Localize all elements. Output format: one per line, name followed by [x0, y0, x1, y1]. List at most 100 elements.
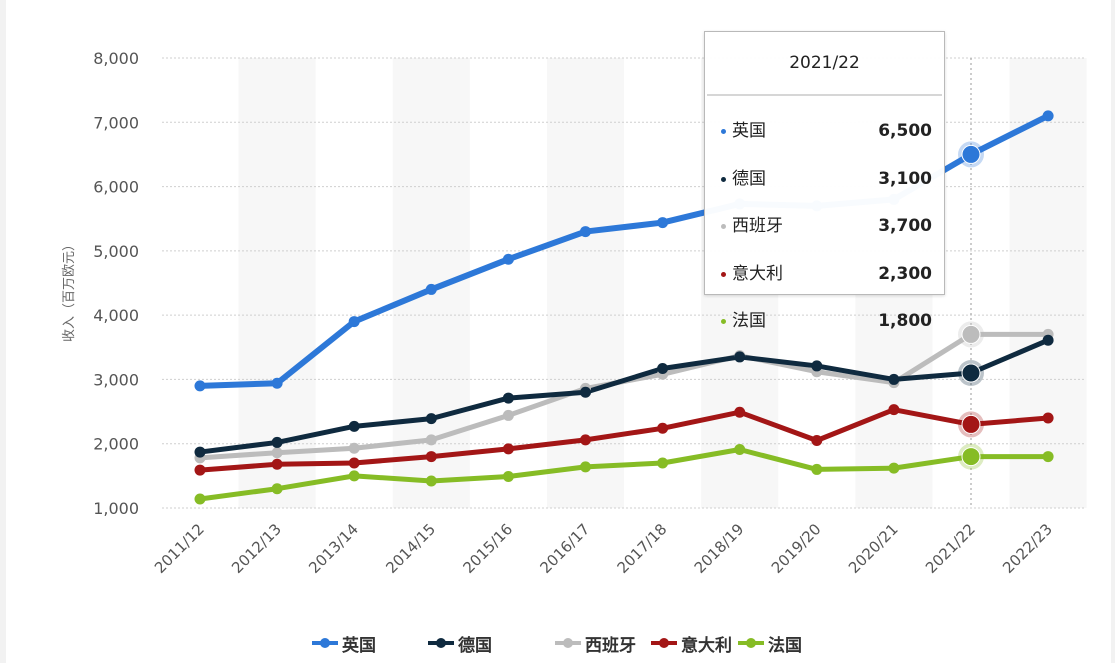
tooltip-row-name: 法国	[732, 311, 766, 331]
series-line	[197, 337, 1051, 455]
x-tick-label: 2013/14	[305, 520, 362, 577]
data-point[interactable]	[271, 483, 283, 495]
tooltip-row-value: 2,300	[878, 263, 932, 284]
legend-line-marker-icon	[651, 638, 677, 648]
right-edge-strip	[1111, 0, 1115, 663]
y-tick-label: 2,000	[93, 435, 139, 454]
data-point[interactable]	[425, 475, 437, 487]
data-point[interactable]	[271, 458, 283, 470]
x-tick-label: 2017/18	[614, 520, 671, 577]
data-point[interactable]	[657, 217, 669, 229]
data-point[interactable]	[1042, 110, 1054, 122]
data-point[interactable]	[1042, 412, 1054, 424]
highlight-point[interactable]	[961, 144, 981, 164]
data-point[interactable]	[502, 409, 514, 421]
tooltip-dot-icon	[721, 129, 726, 134]
y-axis-ticks: 1,000 2,000 3,000 4,000 5,000 6,000 7,000 8,000	[93, 49, 139, 518]
data-point[interactable]	[734, 406, 746, 418]
legend-label: 英国	[342, 636, 376, 656]
x-tick-label: 2015/16	[459, 520, 516, 577]
column-band	[1009, 58, 1087, 508]
data-point[interactable]	[348, 420, 360, 432]
tooltip-row-value: 6,500	[878, 121, 932, 141]
tooltip-row-name: 意大利	[732, 263, 783, 284]
x-tick-label: 2021/22	[922, 520, 979, 577]
data-point[interactable]	[888, 462, 900, 474]
tooltip-row-name: 德国	[732, 168, 766, 189]
data-point[interactable]	[580, 226, 591, 238]
data-point[interactable]	[734, 351, 746, 363]
data-point[interactable]	[194, 446, 206, 458]
y-tick-label: 5,000	[93, 242, 139, 261]
data-point[interactable]	[194, 464, 206, 476]
data-point[interactable]	[271, 447, 283, 459]
tooltip-row-value: 3,100	[878, 168, 932, 189]
data-point[interactable]	[580, 434, 591, 446]
legend-line-marker-icon	[312, 638, 338, 648]
x-tick-label: 2012/13	[228, 520, 285, 577]
tooltip-row-uk: 英国 6,500	[705, 108, 944, 156]
y-axis-label: 收入（百万欧元）	[62, 238, 77, 342]
highlight-point[interactable]	[961, 324, 981, 344]
alternating-column-bands	[238, 58, 1087, 508]
data-point[interactable]	[657, 457, 669, 469]
data-point[interactable]	[1042, 334, 1054, 346]
highlight-point[interactable]	[961, 414, 981, 434]
legend-line-marker-icon	[738, 638, 764, 648]
legend-label: 法国	[768, 636, 802, 656]
data-point[interactable]	[657, 363, 669, 374]
highlight-point[interactable]	[961, 447, 981, 467]
x-tick-label: 2014/15	[382, 520, 439, 577]
data-point[interactable]	[348, 457, 360, 469]
tooltip-row-italy: 意大利 2,300	[705, 251, 944, 299]
tooltip-row-value: 3,700	[878, 216, 932, 236]
data-point[interactable]	[348, 316, 360, 328]
x-tick-label: 2016/17	[537, 520, 594, 577]
data-point[interactable]	[348, 470, 360, 482]
data-point[interactable]	[502, 392, 514, 404]
series-line	[197, 447, 1051, 502]
data-point[interactable]	[425, 434, 437, 446]
data-point[interactable]	[194, 380, 206, 392]
data-point[interactable]	[502, 253, 514, 265]
x-tick-label: 2020/21	[845, 520, 902, 577]
data-point[interactable]	[888, 404, 900, 416]
data-point[interactable]	[425, 451, 437, 463]
chart-legend: 英国 德国 西班牙 意大利	[0, 628, 1115, 658]
data-point[interactable]	[425, 413, 437, 425]
y-tick-label: 4,000	[93, 306, 139, 325]
data-point[interactable]	[811, 435, 823, 446]
y-tick-label: 8,000	[93, 49, 139, 68]
data-point[interactable]	[580, 386, 591, 398]
data-point[interactable]	[271, 377, 283, 389]
data-point[interactable]	[1042, 451, 1054, 463]
data-point[interactable]	[811, 463, 823, 475]
tooltip-dot-icon	[721, 271, 726, 277]
highlighted-points	[958, 141, 984, 470]
legend-line-marker-icon	[555, 638, 581, 648]
data-point[interactable]	[734, 444, 746, 455]
column-band	[238, 58, 316, 508]
x-tick-label: 2018/19	[691, 520, 748, 577]
data-point[interactable]	[194, 493, 206, 505]
data-point[interactable]	[811, 360, 823, 372]
tooltip-row-name: 英国	[732, 121, 766, 141]
data-point[interactable]	[657, 422, 669, 434]
data-point[interactable]	[348, 442, 360, 454]
tooltip-row-value: 1,800	[878, 311, 932, 331]
data-point[interactable]	[580, 461, 591, 473]
legend-label: 西班牙	[585, 636, 636, 656]
tooltip-dot-icon	[721, 176, 726, 182]
tooltip-row-name: 西班牙	[732, 216, 783, 236]
tooltip-row-france: 法国 1,800	[705, 298, 944, 346]
data-point[interactable]	[502, 471, 514, 482]
data-point[interactable]	[888, 373, 900, 385]
highlight-point[interactable]	[961, 363, 981, 383]
data-point[interactable]	[425, 283, 437, 295]
series-line	[197, 407, 1051, 473]
tooltip-title: 2021/22	[707, 32, 942, 96]
data-point[interactable]	[271, 436, 283, 448]
data-point[interactable]	[502, 443, 514, 455]
